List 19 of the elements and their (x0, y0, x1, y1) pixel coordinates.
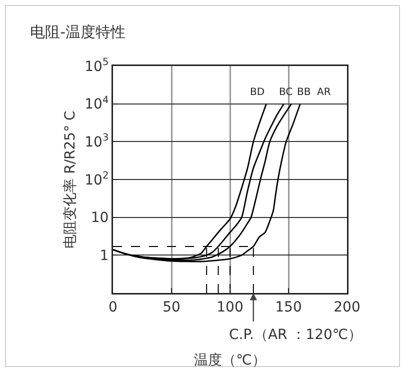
x-tick-label: 50 (162, 299, 180, 316)
x-axis-title: 温度（℃） (194, 352, 266, 368)
y-tick-label: 10$^{3}$ (84, 132, 109, 151)
series-label: BB (297, 87, 311, 98)
y-tick-label: 10$^{5}$ (84, 57, 109, 75)
x-tick-label: 100 (216, 299, 244, 316)
y-tick-label: 10 (90, 210, 109, 226)
y-axis-title: 电阻变化率 R/R25° C (62, 110, 78, 248)
series-label: BC (279, 87, 293, 98)
series-label: AR (317, 87, 331, 98)
chart-title: 电阻-温度特性 (30, 22, 126, 41)
y-tick-label: 10$^{4}$ (84, 94, 109, 113)
annotation: C.P.（AR ：120℃） (229, 327, 362, 343)
x-tick-label: 200 (334, 299, 360, 316)
series-label: BD (250, 87, 265, 98)
x-tick-label: 150 (275, 299, 302, 316)
y-tick-label: 1 (100, 248, 109, 264)
x-tick-label: 0 (108, 299, 118, 316)
y-tick-label: 10$^{2}$ (84, 170, 109, 188)
